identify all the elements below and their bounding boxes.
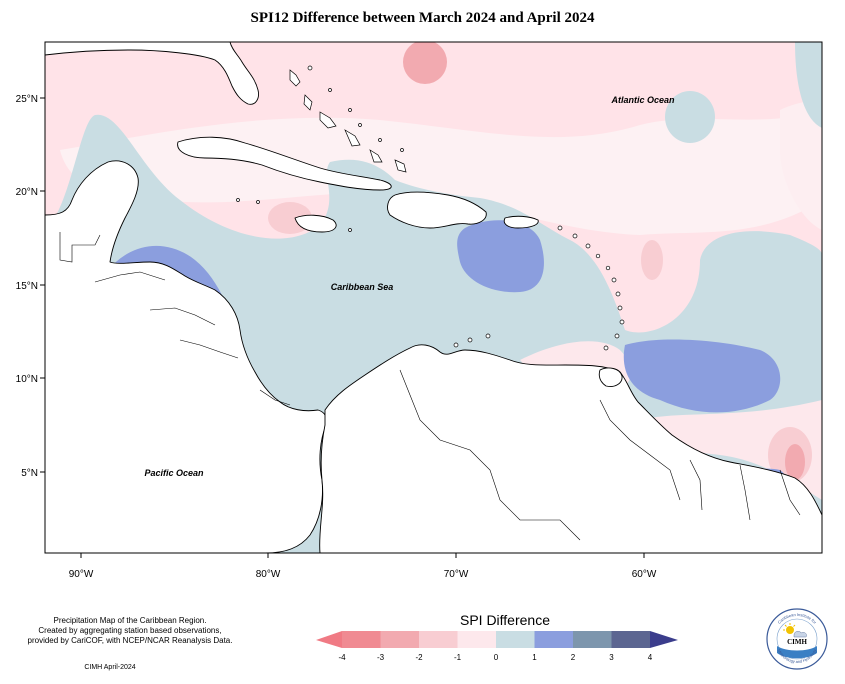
legend-tick-label: -3 — [377, 653, 385, 662]
legend-swatch — [534, 631, 573, 648]
spi-zone-florida-pink — [403, 42, 447, 84]
legend-tick-label: -2 — [415, 653, 423, 662]
spi-zone-guiana-pink — [640, 400, 822, 500]
legend-tick-label: 0 — [494, 653, 499, 662]
spi-zone-hispaniola-blue — [457, 220, 544, 293]
lon-tick-label: 60°W — [632, 569, 657, 580]
cimh-logo: CIMH Caribbean Institute for Meteorology… — [766, 608, 828, 670]
spi-zone-leeward-pink — [641, 240, 663, 280]
sun-icon — [786, 626, 794, 634]
credits-line: Created by aggregating station based obs… — [38, 626, 222, 635]
legend-swatch — [573, 631, 612, 648]
legend-tick-label: 3 — [609, 653, 614, 662]
country-borders — [59, 232, 801, 541]
florida-peninsula — [45, 42, 259, 105]
logo-text: CIMH — [787, 638, 807, 646]
legend-arrow-high — [650, 631, 678, 648]
legend-swatch — [496, 631, 535, 648]
trinidad-island — [598, 367, 623, 387]
map-title: SPI12 Difference between March 2024 and … — [250, 10, 595, 26]
footer-tag: CIMH April-2024 — [84, 664, 136, 671]
legend-tick-label: -1 — [454, 653, 462, 662]
jamaica-island — [294, 214, 337, 233]
legend-tick-label: 1 — [532, 653, 537, 662]
latitude-axis: 25°N 20°N 15°N 10°N 5°N — [16, 94, 45, 479]
central-america — [45, 160, 328, 553]
map-panel — [45, 42, 822, 553]
spi-zone-atlantic-blue — [665, 91, 715, 143]
legend-tick-label: 4 — [648, 653, 653, 662]
legend-swatch — [342, 631, 381, 648]
map-frame — [44, 41, 823, 554]
legend-title: SPI Difference — [459, 612, 550, 628]
longitude-axis: 90°W 80°W 70°W 60°W — [69, 553, 657, 580]
credits-line: provided by CariCOF, with NCEP/NCAR Rean… — [27, 636, 233, 645]
lat-tick-label: 5°N — [21, 468, 38, 479]
spi-zone-guiana-darker-pink — [785, 444, 805, 480]
atlantic-ocean-label: Atlantic Ocean — [610, 95, 675, 105]
land-layer — [45, 42, 822, 553]
legend-colorbar: -4 -3 -2 -1 0 1 2 3 4 — [316, 631, 678, 662]
cloud-icon — [793, 631, 807, 638]
spi-zone-atlantic-tropical-blue — [623, 339, 781, 413]
spi-zone-near-zero — [60, 110, 822, 235]
lon-tick-label: 90°W — [69, 569, 94, 580]
legend-tick-label: 2 — [571, 653, 576, 662]
spi-zone-ne-corner-blue — [795, 42, 822, 128]
small-islands — [236, 65, 625, 351]
pacific-ocean-label: Pacific Ocean — [144, 468, 204, 478]
lat-tick-label: 25°N — [16, 94, 38, 105]
credits-block: Precipitation Map of the Caribbean Regio… — [10, 616, 250, 646]
spi-zone-pink-ne — [780, 100, 822, 230]
legend-swatch — [419, 631, 458, 648]
lon-tick-label: 70°W — [444, 569, 469, 580]
lon-tick-label: 80°W — [256, 569, 281, 580]
lat-tick-label: 20°N — [16, 187, 38, 198]
lat-tick-label: 15°N — [16, 281, 38, 292]
legend-swatch — [380, 631, 419, 648]
credits-line: Precipitation Map of the Caribbean Regio… — [53, 616, 207, 625]
caribbean-sea-label: Caribbean Sea — [331, 282, 394, 292]
cuba-island — [177, 136, 392, 191]
legend-swatch — [457, 631, 496, 648]
legend-arrow-low — [316, 631, 342, 648]
puerto-rico-island — [503, 215, 539, 229]
legend-swatch — [611, 631, 650, 648]
hispaniola-island — [387, 191, 487, 229]
lat-tick-label: 10°N — [16, 374, 38, 385]
legend-tick-label: -4 — [338, 653, 346, 662]
